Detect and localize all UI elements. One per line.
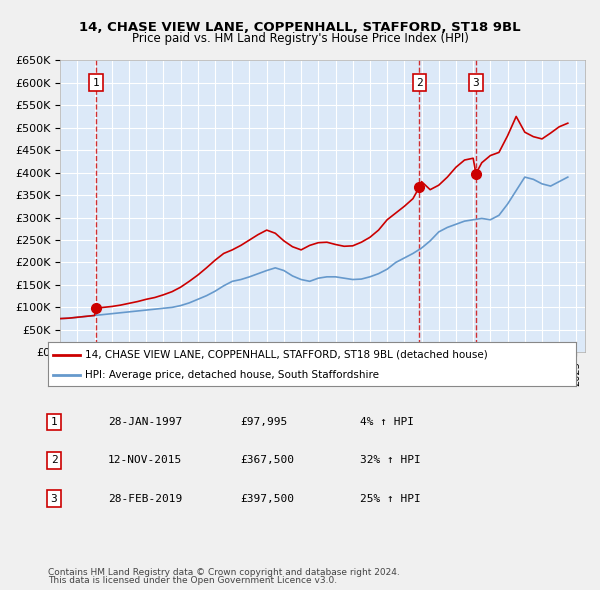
Text: Price paid vs. HM Land Registry's House Price Index (HPI): Price paid vs. HM Land Registry's House … [131, 32, 469, 45]
Text: £397,500: £397,500 [240, 494, 294, 503]
Text: Contains HM Land Registry data © Crown copyright and database right 2024.: Contains HM Land Registry data © Crown c… [48, 568, 400, 577]
Text: 3: 3 [50, 494, 58, 503]
Text: 28-FEB-2019: 28-FEB-2019 [108, 494, 182, 503]
Text: 3: 3 [473, 78, 479, 88]
Text: 12-NOV-2015: 12-NOV-2015 [108, 455, 182, 465]
Text: 14, CHASE VIEW LANE, COPPENHALL, STAFFORD, ST18 9BL: 14, CHASE VIEW LANE, COPPENHALL, STAFFOR… [79, 21, 521, 34]
Text: £367,500: £367,500 [240, 455, 294, 465]
Text: 1: 1 [50, 417, 58, 427]
Text: This data is licensed under the Open Government Licence v3.0.: This data is licensed under the Open Gov… [48, 576, 337, 585]
Text: 4% ↑ HPI: 4% ↑ HPI [360, 417, 414, 427]
Text: 25% ↑ HPI: 25% ↑ HPI [360, 494, 421, 503]
Text: £97,995: £97,995 [240, 417, 287, 427]
Text: 14, CHASE VIEW LANE, COPPENHALL, STAFFORD, ST18 9BL (detached house): 14, CHASE VIEW LANE, COPPENHALL, STAFFOR… [85, 350, 488, 359]
Text: 2: 2 [50, 455, 58, 465]
Text: 32% ↑ HPI: 32% ↑ HPI [360, 455, 421, 465]
Text: 2: 2 [416, 78, 422, 88]
Text: 1: 1 [92, 78, 99, 88]
Text: HPI: Average price, detached house, South Staffordshire: HPI: Average price, detached house, Sout… [85, 371, 379, 381]
Text: 28-JAN-1997: 28-JAN-1997 [108, 417, 182, 427]
